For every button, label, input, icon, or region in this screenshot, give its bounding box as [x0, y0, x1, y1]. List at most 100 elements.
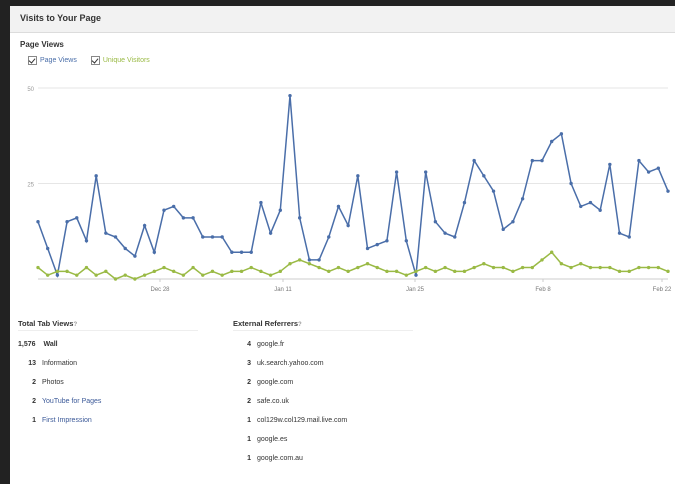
page-views-point: [356, 174, 360, 178]
referrer-row: 3 uk.search.yahoo.com: [233, 354, 413, 373]
panel-title: Visits to Your Page: [20, 13, 102, 23]
tab-view-count: 13: [28, 360, 36, 367]
unique-visitors-point: [666, 269, 670, 274]
page-views-point: [104, 231, 108, 235]
tab-view-row: 2 Photos: [18, 373, 198, 392]
page-views-point: [94, 174, 98, 178]
referrer-label: google.com: [257, 379, 294, 386]
legend-page-views[interactable]: Page Views: [28, 56, 77, 65]
page-views-point: [433, 220, 438, 224]
tab-view-row[interactable]: 1 First Impression: [18, 411, 198, 430]
page-views-point: [249, 250, 253, 254]
unique-visitors-point: [84, 265, 89, 270]
unique-visitors-point: [104, 269, 108, 274]
page-views-point: [65, 220, 69, 224]
unique-visitors-point: [501, 265, 505, 270]
unique-visitors-point: [375, 265, 379, 270]
page-views-point: [220, 235, 224, 239]
unique-visitors-point: [569, 265, 573, 270]
page-views-point: [171, 204, 176, 209]
unique-visitors-point: [482, 262, 486, 266]
referrer-count: 2: [247, 398, 251, 405]
unique-visitors-point: [94, 273, 98, 277]
legend-unique-visitors-label: Unique Visitors: [102, 57, 150, 64]
page-views-point: [617, 231, 622, 235]
page-views-point: [394, 170, 399, 174]
page-views-point: [239, 250, 244, 254]
page-views-point: [75, 216, 79, 220]
unique-visitors-point: [317, 265, 321, 270]
unique-visitors-point: [433, 269, 438, 274]
page-views-checkbox[interactable]: [28, 56, 37, 65]
page-views-point: [191, 216, 195, 220]
page-views-point: [511, 220, 515, 224]
page-views-point: [288, 93, 292, 98]
unique-visitors-point: [75, 273, 79, 277]
tab-view-row[interactable]: 2 YouTube for Pages: [18, 392, 198, 411]
page-views-chart: 50 25 Dec 28 Jan 11 Jan 25 Feb 8 Feb 22: [27, 87, 672, 293]
page-views-point: [142, 223, 147, 228]
unique-visitors-point: [511, 269, 515, 274]
referrer-count: 1: [247, 436, 251, 443]
unique-visitors-point: [598, 265, 602, 270]
unique-visitors-checkbox[interactable]: [90, 56, 100, 65]
unique-visitors-point: [540, 258, 544, 262]
unique-visitors-point: [249, 265, 253, 270]
panel-header: Visits to Your Page: [10, 6, 675, 33]
unique-visitors-series-line: [37, 251, 669, 280]
chart-title: Page Views: [20, 40, 64, 49]
unique-visitors-point: [259, 269, 263, 274]
unique-visitors-point: [36, 265, 40, 270]
referrer-label: google.es: [257, 436, 288, 443]
unique-visitors-point: [191, 265, 195, 270]
page-views-point: [36, 220, 40, 224]
page-views-point: [666, 189, 670, 193]
unique-visitors-point: [656, 265, 661, 270]
page-views-point: [453, 235, 457, 239]
page-views-point: [637, 158, 641, 163]
unique-visitors-point: [423, 265, 428, 270]
unique-visitors-point: [65, 269, 69, 274]
tab-view-label[interactable]: First Impression: [42, 417, 92, 424]
unique-visitors-point: [336, 265, 341, 270]
unique-visitors-point: [579, 262, 583, 266]
unique-visitors-point: [297, 258, 302, 262]
page-views-point: [113, 235, 118, 239]
legend-unique-visitors[interactable]: Unique Visitors: [90, 56, 150, 65]
unique-visitors-point: [443, 265, 447, 270]
page-views-point: [84, 239, 89, 243]
page-views-point: [579, 204, 583, 209]
unique-visitors-point: [142, 273, 147, 277]
tab-view-label[interactable]: YouTube for Pages: [42, 398, 102, 405]
page-views-point: [482, 174, 486, 178]
page-views-point: [375, 242, 379, 247]
unique-visitors-point: [559, 262, 564, 266]
unique-visitors-point: [646, 265, 651, 270]
tab-view-count: 2: [32, 379, 36, 386]
referrer-row: 2 google.com: [233, 373, 413, 392]
total-tab-views-title: Total Tab Views?: [18, 319, 198, 331]
page-views-point: [530, 158, 535, 163]
unique-visitors-point: [181, 273, 186, 277]
referrer-row: 1 google.es: [233, 430, 413, 449]
page-views-point: [123, 246, 127, 251]
unique-visitors-point: [530, 265, 535, 270]
page-views-point: [278, 208, 283, 212]
page-views-point: [336, 204, 341, 209]
unique-visitors-point: [404, 273, 409, 277]
unique-visitors-point: [394, 269, 399, 274]
page-views-point: [540, 158, 544, 163]
page-views-point: [627, 235, 631, 239]
unique-visitors-point: [268, 273, 273, 277]
unique-visitors-point: [472, 265, 476, 270]
page-views-point: [152, 250, 157, 254]
referrer-row: 4 google.fr: [233, 335, 413, 354]
unique-visitors-point: [220, 273, 224, 277]
tab-view-count: 2: [32, 398, 36, 405]
referrer-label: google.fr: [257, 341, 285, 348]
page-views-point: [230, 250, 234, 254]
page-views-point: [443, 231, 447, 235]
referrer-row: 1 col129w.col129.mail.live.com: [233, 411, 413, 430]
unique-visitors-point: [385, 269, 389, 274]
unique-visitors-point: [365, 262, 370, 266]
